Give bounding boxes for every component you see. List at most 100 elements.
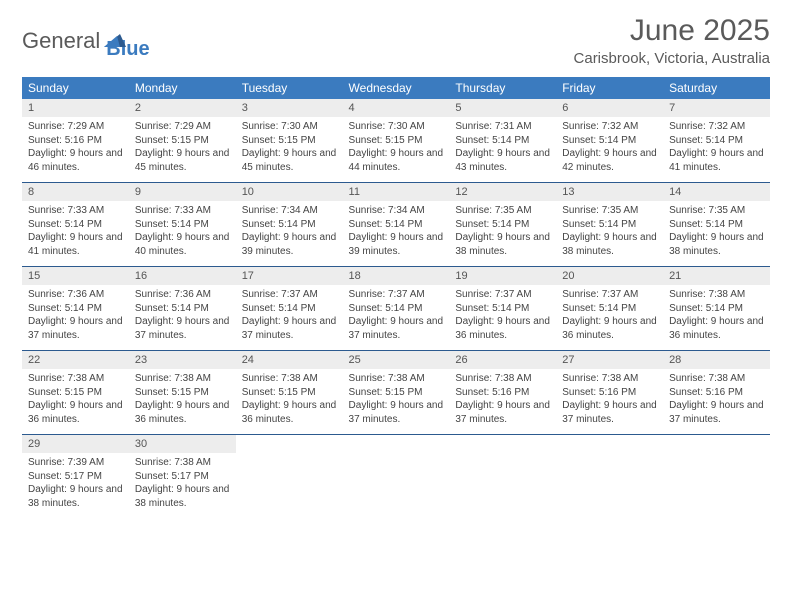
sunrise-label: Sunrise:	[135, 121, 174, 132]
week-2-daynum-row: 15161718192021	[22, 267, 770, 286]
sunset-label: Sunset:	[349, 387, 386, 398]
daylight-label: Daylight:	[669, 232, 711, 243]
day-4-details: Sunrise: 7:30 AMSunset: 5:15 PMDaylight:…	[343, 117, 450, 183]
daylight-label: Daylight:	[349, 316, 391, 327]
sunrise-value: 7:29 AM	[67, 121, 104, 132]
sunset-label: Sunset:	[669, 303, 706, 314]
day-14-details: Sunrise: 7:35 AMSunset: 5:14 PMDaylight:…	[663, 201, 770, 267]
sunset-label: Sunset:	[455, 135, 492, 146]
location-text: Carisbrook, Victoria, Australia	[574, 50, 770, 67]
sunset-label: Sunset:	[28, 303, 65, 314]
day-24-number: 24	[236, 351, 343, 370]
day-20-number: 20	[556, 267, 663, 286]
sunset-value: 5:14 PM	[278, 219, 315, 230]
brand-part1: General	[22, 28, 100, 54]
sunset-label: Sunset:	[135, 135, 172, 146]
day-header-monday: Monday	[129, 77, 236, 99]
sunset-value: 5:15 PM	[172, 387, 209, 398]
sunrise-label: Sunrise:	[562, 373, 601, 384]
sunset-value: 5:14 PM	[599, 303, 636, 314]
sunrise-value: 7:30 AM	[388, 121, 425, 132]
sunrise-value: 7:38 AM	[174, 457, 211, 468]
sunrise-value: 7:38 AM	[388, 373, 425, 384]
sunset-label: Sunset:	[669, 387, 706, 398]
sunset-label: Sunset:	[135, 471, 172, 482]
day-3-number: 3	[236, 99, 343, 117]
week-2-detail-row: Sunrise: 7:36 AMSunset: 5:14 PMDaylight:…	[22, 285, 770, 351]
day-15-details: Sunrise: 7:36 AMSunset: 5:14 PMDaylight:…	[22, 285, 129, 351]
daylight-label: Daylight:	[562, 148, 604, 159]
week-0-detail-row: Sunrise: 7:29 AMSunset: 5:16 PMDaylight:…	[22, 117, 770, 183]
empty-cell	[343, 453, 450, 518]
day-14-number: 14	[663, 183, 770, 202]
sunset-value: 5:14 PM	[385, 303, 422, 314]
sunrise-label: Sunrise:	[135, 205, 174, 216]
sunrise-label: Sunrise:	[455, 121, 494, 132]
sunrise-label: Sunrise:	[28, 205, 67, 216]
daylight-label: Daylight:	[455, 148, 497, 159]
day-7-details: Sunrise: 7:32 AMSunset: 5:14 PMDaylight:…	[663, 117, 770, 183]
day-header-wednesday: Wednesday	[343, 77, 450, 99]
day-27-number: 27	[556, 351, 663, 370]
day-22-details: Sunrise: 7:38 AMSunset: 5:15 PMDaylight:…	[22, 369, 129, 435]
sunrise-label: Sunrise:	[669, 205, 708, 216]
sunrise-value: 7:32 AM	[709, 121, 746, 132]
sunrise-label: Sunrise:	[28, 121, 67, 132]
day-19-details: Sunrise: 7:37 AMSunset: 5:14 PMDaylight:…	[449, 285, 556, 351]
sunrise-label: Sunrise:	[349, 373, 388, 384]
sunrise-label: Sunrise:	[349, 289, 388, 300]
sunset-label: Sunset:	[349, 219, 386, 230]
daylight-label: Daylight:	[455, 232, 497, 243]
day-30-details: Sunrise: 7:38 AMSunset: 5:17 PMDaylight:…	[129, 453, 236, 518]
day-2-details: Sunrise: 7:29 AMSunset: 5:15 PMDaylight:…	[129, 117, 236, 183]
day-28-number: 28	[663, 351, 770, 370]
day-10-details: Sunrise: 7:34 AMSunset: 5:14 PMDaylight:…	[236, 201, 343, 267]
page-header: General Blue June 2025 Carisbrook, Victo…	[22, 14, 770, 67]
day-23-number: 23	[129, 351, 236, 370]
day-9-number: 9	[129, 183, 236, 202]
sunset-label: Sunset:	[349, 303, 386, 314]
sunset-label: Sunset:	[242, 303, 279, 314]
day-22-number: 22	[22, 351, 129, 370]
day-18-details: Sunrise: 7:37 AMSunset: 5:14 PMDaylight:…	[343, 285, 450, 351]
daylight-label: Daylight:	[349, 148, 391, 159]
day-8-details: Sunrise: 7:33 AMSunset: 5:14 PMDaylight:…	[22, 201, 129, 267]
sunrise-value: 7:38 AM	[67, 373, 104, 384]
week-1-daynum-row: 891011121314	[22, 183, 770, 202]
day-header-sunday: Sunday	[22, 77, 129, 99]
day-header-row: SundayMondayTuesdayWednesdayThursdayFrid…	[22, 77, 770, 99]
sunrise-value: 7:38 AM	[709, 289, 746, 300]
daylight-label: Daylight:	[242, 316, 284, 327]
empty-cell	[449, 435, 556, 454]
sunrise-value: 7:36 AM	[67, 289, 104, 300]
week-1-detail-row: Sunrise: 7:33 AMSunset: 5:14 PMDaylight:…	[22, 201, 770, 267]
day-1-number: 1	[22, 99, 129, 117]
daylight-label: Daylight:	[135, 148, 177, 159]
sunset-value: 5:14 PM	[706, 135, 743, 146]
day-header-tuesday: Tuesday	[236, 77, 343, 99]
sunset-value: 5:14 PM	[599, 135, 636, 146]
week-3-detail-row: Sunrise: 7:38 AMSunset: 5:15 PMDaylight:…	[22, 369, 770, 435]
sunrise-label: Sunrise:	[242, 373, 281, 384]
empty-cell	[556, 453, 663, 518]
sunrise-value: 7:34 AM	[281, 205, 318, 216]
sunset-label: Sunset:	[242, 219, 279, 230]
day-2-number: 2	[129, 99, 236, 117]
sunset-label: Sunset:	[562, 387, 599, 398]
day-21-details: Sunrise: 7:38 AMSunset: 5:14 PMDaylight:…	[663, 285, 770, 351]
day-11-details: Sunrise: 7:34 AMSunset: 5:14 PMDaylight:…	[343, 201, 450, 267]
day-25-details: Sunrise: 7:38 AMSunset: 5:15 PMDaylight:…	[343, 369, 450, 435]
day-9-details: Sunrise: 7:33 AMSunset: 5:14 PMDaylight:…	[129, 201, 236, 267]
sunrise-label: Sunrise:	[242, 205, 281, 216]
sunset-label: Sunset:	[562, 303, 599, 314]
daylight-label: Daylight:	[135, 316, 177, 327]
sunset-value: 5:14 PM	[492, 135, 529, 146]
sunset-value: 5:14 PM	[706, 303, 743, 314]
day-8-number: 8	[22, 183, 129, 202]
empty-cell	[663, 453, 770, 518]
day-27-details: Sunrise: 7:38 AMSunset: 5:16 PMDaylight:…	[556, 369, 663, 435]
sunrise-label: Sunrise:	[135, 373, 174, 384]
sunrise-value: 7:38 AM	[709, 373, 746, 384]
day-6-details: Sunrise: 7:32 AMSunset: 5:14 PMDaylight:…	[556, 117, 663, 183]
sunset-label: Sunset:	[349, 135, 386, 146]
